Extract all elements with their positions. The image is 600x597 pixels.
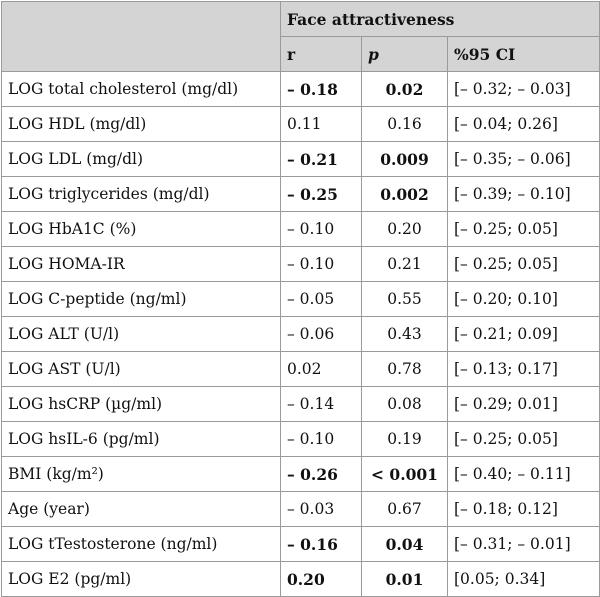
table-row: LOG hsIL-6 (pg/ml) – 0.10 0.19 [– 0.25; 0.0… bbox=[1, 421, 600, 457]
row-r-value: – 0.14 bbox=[280, 386, 362, 422]
row-ci-value: [– 0.31; – 0.01] bbox=[446, 526, 600, 562]
row-ci-value: [– 0.04; 0.26] bbox=[446, 106, 600, 142]
group-header: Face attractiveness bbox=[279, 1, 600, 37]
row-r-value: – 0.25 bbox=[280, 176, 362, 212]
table-row: Age (year) – 0.03 0.67 [– 0.18; 0.12] bbox=[1, 491, 600, 527]
table-row: LOG LDL (mg/dl) – 0.21 0.009 [– 0.35; – 0.0… bbox=[1, 141, 600, 177]
row-p-value: 0.20 bbox=[361, 211, 448, 247]
row-p-value: 0.08 bbox=[361, 386, 448, 422]
row-ci-value: [– 0.21; 0.09] bbox=[446, 316, 600, 352]
row-r-value: – 0.10 bbox=[280, 211, 362, 247]
table-row: LOG E2 (pg/ml) 0.20 0.01 [0.05; 0.34] bbox=[1, 561, 600, 597]
column-header-p: p bbox=[361, 36, 448, 72]
row-label: LOG HOMA-IR bbox=[1, 246, 281, 282]
row-p-value: 0.16 bbox=[361, 106, 448, 142]
row-p-value: 0.19 bbox=[361, 421, 448, 457]
row-r-value: – 0.21 bbox=[280, 141, 362, 177]
table-header: Face attractiveness r p %95 CI bbox=[1, 1, 600, 72]
row-r-value: 0.02 bbox=[280, 351, 362, 387]
row-p-value: 0.04 bbox=[361, 526, 448, 562]
row-p-value: 0.01 bbox=[361, 561, 448, 597]
row-r-value: – 0.18 bbox=[280, 71, 362, 107]
row-r-value: – 0.06 bbox=[280, 316, 362, 352]
row-r-value: – 0.16 bbox=[280, 526, 362, 562]
row-p-value: < 0.001 bbox=[361, 456, 448, 492]
row-label: LOG hsCRP (µg/ml) bbox=[1, 386, 281, 422]
row-label: BMI (kg/m²) bbox=[1, 456, 281, 492]
row-label: LOG hsIL-6 (pg/ml) bbox=[1, 421, 281, 457]
table-row: LOG triglycerides (mg/dl) – 0.25 0.002 [– 0… bbox=[1, 176, 600, 212]
row-label: LOG tTestosterone (ng/ml) bbox=[1, 526, 281, 562]
row-p-value: 0.009 bbox=[361, 141, 448, 177]
table-row: LOG C-peptide (ng/ml) – 0.05 0.55 [– 0.20; … bbox=[1, 281, 600, 317]
table-row: LOG HbA1C (%) – 0.10 0.20 [– 0.25; 0.05] bbox=[1, 211, 600, 247]
row-p-value: 0.002 bbox=[361, 176, 448, 212]
row-r-value: – 0.05 bbox=[280, 281, 362, 317]
row-ci-value: [– 0.25; 0.05] bbox=[446, 421, 600, 457]
table-row: LOG HOMA-IR – 0.10 0.21 [– 0.25; 0.05] bbox=[1, 246, 600, 282]
row-ci-value: [– 0.40; – 0.11] bbox=[446, 456, 600, 492]
table-row: LOG total cholesterol (mg/dl) – 0.18 0.02[… bbox=[1, 71, 600, 107]
row-r-value: 0.20 bbox=[280, 561, 362, 597]
row-r-value: – 0.26 bbox=[280, 456, 362, 492]
table-row: LOG tTestosterone (ng/ml) – 0.16 0.04 [– 0.… bbox=[1, 526, 600, 562]
table-row: LOG HDL (mg/dl) 0.11 0.16 [– 0.04; 0.26] bbox=[1, 106, 600, 142]
row-r-value: – 0.03 bbox=[280, 491, 362, 527]
row-r-value: 0.11 bbox=[280, 106, 362, 142]
row-ci-value: [0.05; 0.34] bbox=[446, 561, 600, 597]
row-p-value: 0.67 bbox=[361, 491, 448, 527]
table-row: BMI (kg/m²) – 0.26 < 0.001 [– 0.40; – 0.11] bbox=[1, 456, 600, 492]
row-p-value: 0.21 bbox=[361, 246, 448, 282]
row-r-value: – 0.10 bbox=[280, 421, 362, 457]
column-header-ci: %95 CI bbox=[446, 36, 600, 72]
row-ci-value: [– 0.13; 0.17] bbox=[446, 351, 600, 387]
row-label: LOG total cholesterol (mg/dl) bbox=[1, 71, 281, 107]
row-label: LOG HbA1C (%) bbox=[1, 211, 281, 247]
row-label: LOG C-peptide (ng/ml) bbox=[1, 281, 281, 317]
row-label: LOG AST (U/l) bbox=[1, 351, 281, 387]
table-body: LOG total cholesterol (mg/dl) – 0.18 0.02[… bbox=[1, 71, 600, 597]
row-label: LOG HDL (mg/dl) bbox=[1, 106, 281, 142]
row-ci-value: [– 0.25; 0.05] bbox=[446, 246, 600, 282]
header-blank-cell bbox=[1, 1, 281, 72]
row-p-value: 0.02 bbox=[361, 71, 448, 107]
row-ci-value: [– 0.18; 0.12] bbox=[446, 491, 600, 527]
row-label: LOG LDL (mg/dl) bbox=[1, 141, 281, 177]
table-row: LOG ALT (U/l) – 0.06 0.43 [– 0.21; 0.09] bbox=[1, 316, 600, 352]
row-p-value: 0.55 bbox=[361, 281, 448, 317]
row-label: LOG ALT (U/l) bbox=[1, 316, 281, 352]
row-ci-value: [– 0.35; – 0.06] bbox=[446, 141, 600, 177]
row-label: Age (year) bbox=[1, 491, 281, 527]
row-p-value: 0.43 bbox=[361, 316, 448, 352]
row-p-value: 0.78 bbox=[361, 351, 448, 387]
row-r-value: – 0.10 bbox=[280, 246, 362, 282]
row-ci-value: [– 0.39; – 0.10] bbox=[446, 176, 600, 212]
row-label: LOG E2 (pg/ml) bbox=[1, 561, 281, 597]
row-ci-value: [– 0.29; 0.01] bbox=[446, 386, 600, 422]
row-label: LOG triglycerides (mg/dl) bbox=[1, 176, 281, 212]
row-ci-value: [– 0.20; 0.10] bbox=[446, 281, 600, 317]
column-header-r: r bbox=[280, 36, 362, 72]
table-row: LOG hsCRP (µg/ml) – 0.14 0.08 [– 0.29; 0.01… bbox=[1, 386, 600, 422]
row-ci-value: [– 0.25; 0.05] bbox=[446, 211, 600, 247]
row-ci-value: [– 0.32; – 0.03] bbox=[446, 71, 600, 107]
table-row: LOG AST (U/l) 0.02 0.78 [– 0.13; 0.17] bbox=[1, 351, 600, 387]
